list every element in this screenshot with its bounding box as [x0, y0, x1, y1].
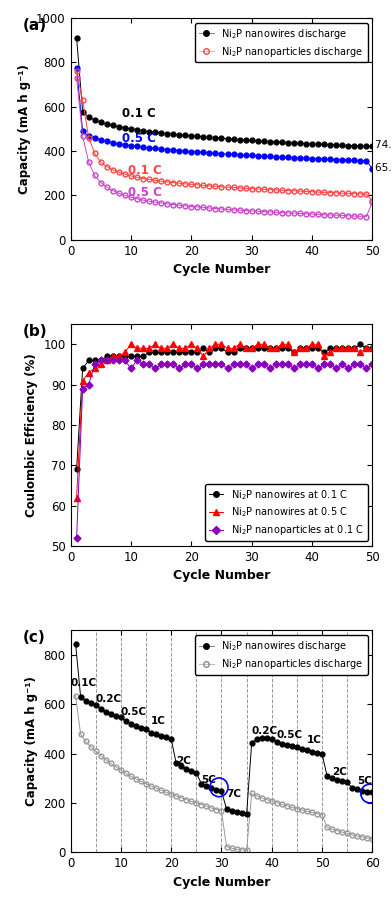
Text: 0.5 C: 0.5 C: [128, 186, 162, 199]
Text: 5C: 5C: [201, 775, 216, 785]
Text: 65.7 %: 65.7 %: [376, 162, 392, 173]
Legend: Ni$_2$P nanowires discharge, Ni$_2$P nanoparticles discharge: Ni$_2$P nanowires discharge, Ni$_2$P nan…: [195, 22, 368, 63]
Text: 0.5C: 0.5C: [276, 730, 303, 740]
Y-axis label: Capacity (mA h g⁻¹): Capacity (mA h g⁻¹): [25, 676, 38, 806]
Text: 0.2C: 0.2C: [95, 694, 122, 704]
Legend: Ni$_2$P nanowires at 0.1 C, Ni$_2$P nanowires at 0.5 C, Ni$_2$P nanoparticles at: Ni$_2$P nanowires at 0.1 C, Ni$_2$P nano…: [205, 484, 368, 541]
Text: 0.2C: 0.2C: [251, 726, 277, 736]
Text: 0.1C: 0.1C: [70, 678, 96, 688]
Text: 0.1 C: 0.1 C: [128, 164, 162, 178]
Text: (c): (c): [22, 631, 45, 645]
Legend: Ni$_2$P nanowires discharge, Ni$_2$P nanoparticles discharge: Ni$_2$P nanowires discharge, Ni$_2$P nan…: [195, 635, 368, 675]
X-axis label: Cycle Number: Cycle Number: [173, 263, 270, 276]
Text: 7C: 7C: [227, 789, 241, 799]
Text: 2C: 2C: [332, 767, 347, 777]
Text: 0.1 C: 0.1 C: [122, 107, 156, 119]
X-axis label: Cycle Number: Cycle Number: [173, 570, 270, 582]
Text: (a): (a): [22, 18, 46, 33]
Text: 5C: 5C: [358, 776, 372, 786]
Y-axis label: Coulombic Efficiency (%): Coulombic Efficiency (%): [25, 353, 38, 517]
X-axis label: Cycle Number: Cycle Number: [173, 875, 270, 889]
Y-axis label: Capacity (mA h g⁻¹): Capacity (mA h g⁻¹): [18, 64, 31, 194]
Text: 74.5 %: 74.5 %: [376, 140, 392, 150]
Text: (b): (b): [22, 324, 47, 339]
Text: 1C: 1C: [151, 716, 166, 726]
Text: 0.5C: 0.5C: [120, 707, 147, 717]
Text: 0.5 C: 0.5 C: [122, 132, 156, 145]
Text: 1C: 1C: [307, 735, 322, 745]
Text: 2C: 2C: [176, 756, 191, 766]
